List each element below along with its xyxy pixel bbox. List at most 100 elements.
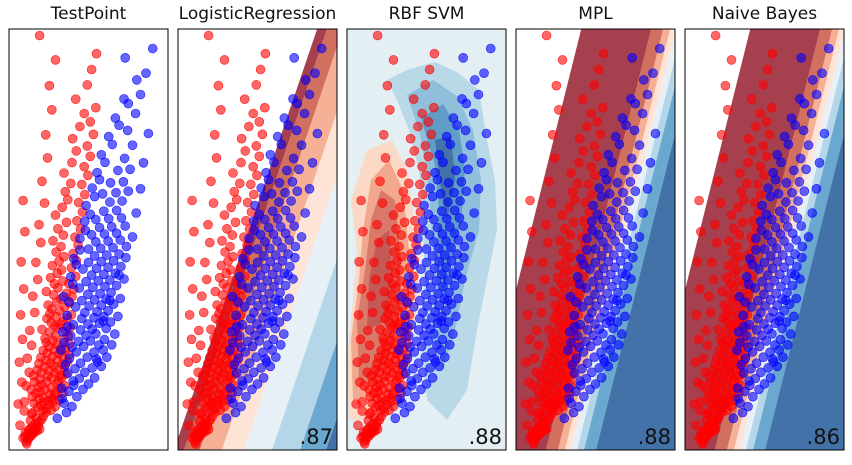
red-point xyxy=(383,272,394,283)
blue-point xyxy=(811,89,822,100)
red-point xyxy=(738,194,749,205)
blue-point xyxy=(256,363,267,373)
blue-point xyxy=(610,131,621,142)
blue-point xyxy=(591,301,601,311)
red-point xyxy=(388,55,399,65)
blue-point xyxy=(60,359,71,370)
red-point xyxy=(19,406,30,416)
blue-point xyxy=(449,187,459,198)
blue-point xyxy=(252,257,263,268)
red-point xyxy=(409,146,420,156)
blue-point xyxy=(602,288,612,299)
blue-point xyxy=(765,251,776,261)
panel-title-logisticregression: LogisticRegression xyxy=(178,4,337,24)
red-point xyxy=(356,195,366,206)
blue-point xyxy=(91,263,102,274)
red-point xyxy=(743,157,753,168)
blue-point xyxy=(622,293,633,304)
blue-point xyxy=(253,301,263,311)
panel-frame xyxy=(684,28,845,451)
blue-point xyxy=(446,242,456,253)
blue-point xyxy=(131,208,141,218)
blue-point xyxy=(759,257,770,268)
blue-point xyxy=(779,305,789,316)
blue-point xyxy=(792,213,803,223)
red-point xyxy=(707,257,717,268)
blue-point xyxy=(817,68,827,78)
blue-point xyxy=(78,264,88,274)
red-point xyxy=(198,307,209,318)
blue-point xyxy=(390,413,401,424)
blue-point xyxy=(790,270,800,280)
blue-point xyxy=(399,407,410,418)
blue-point xyxy=(241,391,251,402)
blue-point xyxy=(437,334,448,345)
red-point xyxy=(60,186,71,197)
blue-point xyxy=(735,337,745,348)
blue-point xyxy=(249,225,260,236)
blue-point xyxy=(263,222,274,233)
blue-point xyxy=(618,187,628,198)
blue-point xyxy=(419,276,429,287)
red-point xyxy=(391,224,401,234)
red-point xyxy=(235,178,245,189)
blue-point xyxy=(806,108,817,119)
blue-point xyxy=(473,184,484,194)
blue-point xyxy=(411,336,422,347)
blue-point xyxy=(289,252,300,263)
blue-point xyxy=(441,305,451,316)
blue-point xyxy=(605,316,616,326)
red-point xyxy=(216,260,227,271)
blue-point xyxy=(458,252,469,263)
blue-point xyxy=(455,196,465,206)
blue-point xyxy=(782,339,793,350)
red-point xyxy=(61,217,72,228)
blue-point xyxy=(427,372,438,383)
blue-point xyxy=(413,245,423,255)
blue-point xyxy=(783,139,794,150)
blue-point xyxy=(638,208,649,218)
blue-point xyxy=(765,372,776,383)
blue-point xyxy=(269,281,279,292)
blue-point xyxy=(286,196,296,206)
blue-point xyxy=(67,401,77,412)
red-point xyxy=(736,186,747,197)
blue-point xyxy=(756,225,767,236)
red-point xyxy=(59,251,69,262)
blue-point xyxy=(607,281,617,292)
red-point xyxy=(525,284,536,294)
red-point xyxy=(17,334,28,345)
blue-point xyxy=(623,261,633,272)
red-point xyxy=(569,194,580,205)
blue-point xyxy=(642,184,653,194)
red-point xyxy=(563,265,574,275)
blue-point xyxy=(582,325,593,335)
blue-point xyxy=(796,252,807,263)
blue-point xyxy=(795,153,806,164)
red-point xyxy=(381,300,391,310)
red-point xyxy=(700,325,711,336)
blue-point xyxy=(280,205,291,216)
blue-point xyxy=(296,232,307,242)
red-point xyxy=(13,399,24,409)
blue-point xyxy=(247,264,257,274)
red-point xyxy=(43,300,53,310)
blue-point xyxy=(744,376,755,386)
red-point xyxy=(56,241,66,252)
blue-point xyxy=(743,401,753,412)
red-point xyxy=(413,121,423,132)
red-point xyxy=(354,377,365,388)
blue-point xyxy=(574,401,584,412)
blue-point xyxy=(602,243,613,254)
blue-point xyxy=(59,398,69,409)
red-point xyxy=(16,256,27,267)
blue-point xyxy=(807,208,818,218)
blue-point xyxy=(765,191,776,202)
blue-point xyxy=(143,128,154,139)
red-point xyxy=(255,64,266,75)
blue-point xyxy=(67,279,78,290)
blue-point xyxy=(463,164,473,175)
blue-point xyxy=(96,256,107,267)
red-point xyxy=(230,217,241,228)
blue-point xyxy=(304,184,315,194)
